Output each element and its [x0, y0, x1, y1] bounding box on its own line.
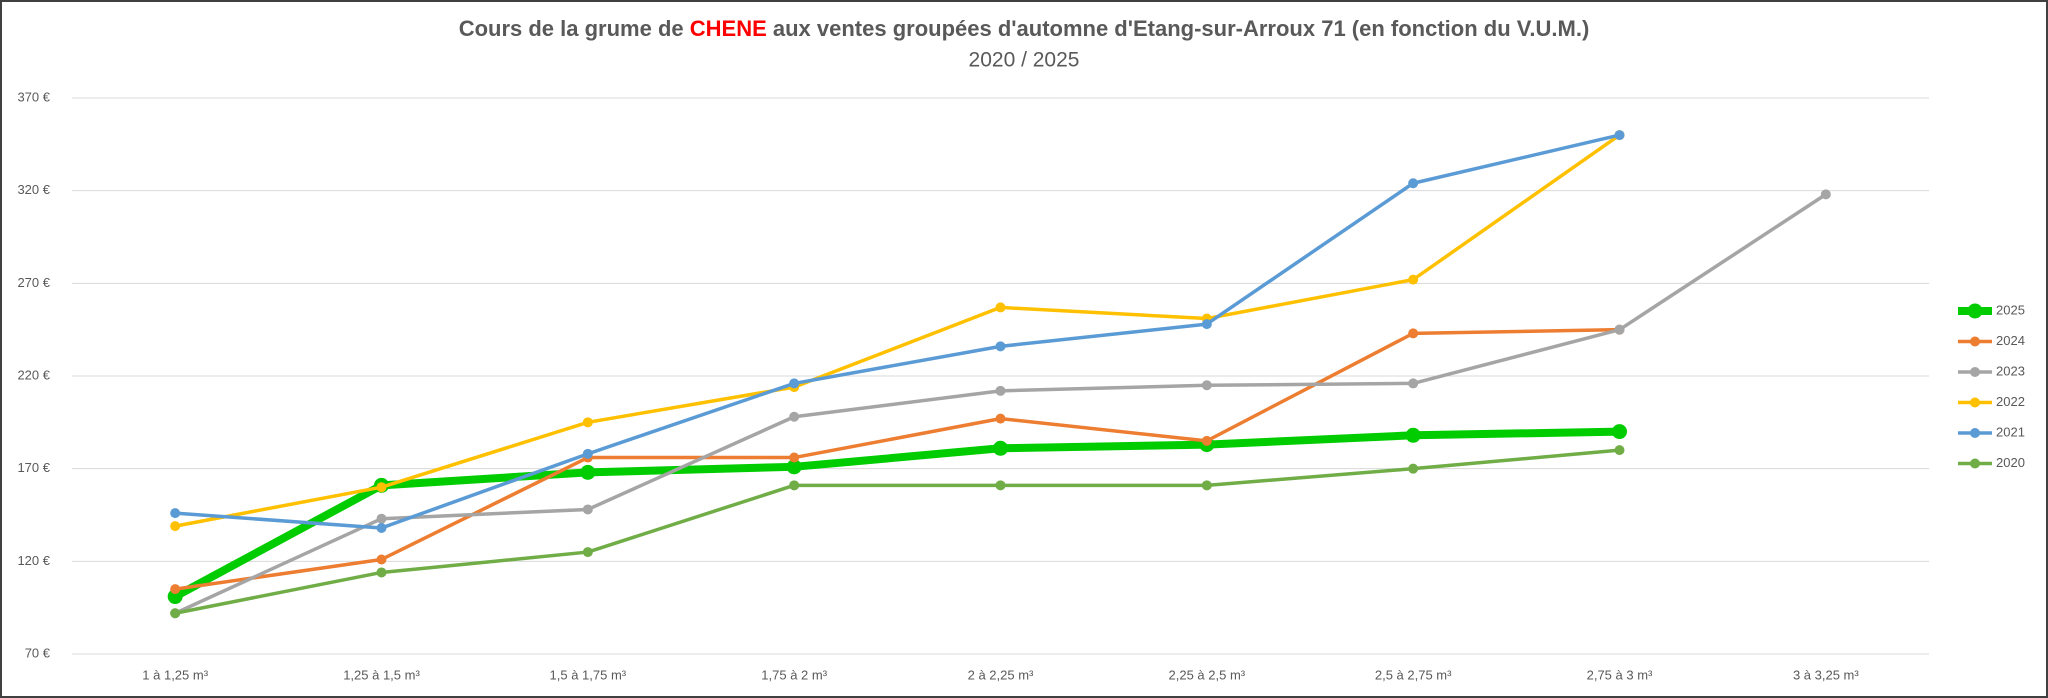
- data-point: [170, 508, 181, 519]
- x-tick-label: 2 à 2,25 m³: [968, 667, 1034, 682]
- y-tick-label: 270 €: [17, 275, 50, 290]
- data-point: [376, 567, 387, 578]
- series-line: [174, 448, 1620, 615]
- data-point: [582, 547, 593, 558]
- data-point: [376, 482, 387, 493]
- data-point: [582, 448, 593, 459]
- data-point: [170, 608, 181, 619]
- y-tick-label: 220 €: [17, 367, 50, 382]
- data-point: [995, 480, 1006, 491]
- data-point: [995, 385, 1006, 396]
- series-line: [175, 133, 1620, 530]
- x-tick-label: 3 à 3,25 m³: [1793, 667, 1859, 682]
- data-point: [1408, 463, 1419, 474]
- data-point: [167, 589, 183, 605]
- data-point: [1408, 178, 1419, 189]
- y-tick-label: 170 €: [17, 460, 50, 475]
- x-tick-label: 2,25 à 2,5 m³: [1169, 667, 1246, 682]
- data-point: [789, 452, 800, 463]
- data-point: [376, 522, 387, 533]
- data-point: [995, 413, 1006, 424]
- x-tick-label: 2,75 à 3 m³: [1587, 667, 1653, 682]
- series-line: [173, 427, 1620, 601]
- data-point: [993, 440, 1008, 456]
- data-point: [1201, 480, 1212, 491]
- title-text: aux ventes groupées d'automne d'Etang-su…: [767, 16, 1590, 41]
- legend-marker: [1970, 458, 1980, 469]
- data-point: [1201, 319, 1212, 330]
- data-point: [170, 521, 181, 532]
- x-tick-label: 2,5 à 2,75 m³: [1375, 667, 1452, 682]
- data-point: [1408, 274, 1419, 285]
- data-point: [1614, 130, 1625, 141]
- data-point: [789, 480, 800, 491]
- x-tick-label: 1,25 à 1,5 m³: [343, 667, 420, 682]
- title-highlight: CHENE: [690, 16, 767, 41]
- data-point: [1408, 328, 1419, 339]
- data-point: [1201, 435, 1212, 446]
- data-point: [1614, 324, 1625, 335]
- x-tick-label: 1 à 1,25 m³: [142, 667, 208, 682]
- data-point: [170, 584, 181, 595]
- legend-label: 2024: [1996, 333, 2025, 348]
- legend-marker: [1970, 428, 1980, 438]
- data-point: [1405, 427, 1421, 443]
- legend-label: 2022: [1996, 394, 2025, 409]
- legend-label: 2020: [1996, 455, 2025, 470]
- y-tick-label: 320 €: [17, 182, 50, 197]
- data-point: [1820, 189, 1831, 200]
- legend-label: 2023: [1996, 363, 2025, 378]
- legend-marker: [1970, 397, 1980, 408]
- data-point: [580, 464, 596, 480]
- data-point: [789, 378, 800, 389]
- data-point: [995, 341, 1006, 352]
- data-point: [786, 459, 802, 475]
- chart-title: Cours de la grume de CHENE aux ventes gr…: [459, 16, 1590, 41]
- data-point: [376, 554, 387, 565]
- y-tick-label: 120 €: [17, 553, 50, 568]
- x-tick-label: 1,5 à 1,75 m³: [550, 667, 627, 682]
- data-point: [1201, 380, 1212, 391]
- data-point: [376, 513, 387, 524]
- legend-label: 2021: [1996, 424, 2025, 439]
- data-point: [582, 504, 593, 515]
- chart-subtitle: 2020 / 2025: [969, 49, 1080, 72]
- series-line: [174, 327, 1620, 591]
- x-tick-label: 1,75 à 2 m³: [761, 667, 827, 682]
- legend-label: 2025: [1996, 302, 2025, 317]
- data-point: [1614, 445, 1625, 456]
- data-point: [1612, 424, 1627, 440]
- data-point: [1408, 378, 1419, 389]
- data-point: [789, 411, 800, 422]
- series-line: [174, 133, 1621, 528]
- title-text: Cours de la grume de: [459, 16, 690, 41]
- legend-marker: [1967, 303, 1983, 319]
- data-point: [582, 417, 593, 428]
- y-tick-label: 70 €: [25, 645, 51, 660]
- legend-marker: [1970, 367, 1980, 377]
- y-tick-label: 370 €: [17, 89, 50, 104]
- legend-marker: [1970, 336, 1980, 347]
- data-point: [995, 302, 1006, 313]
